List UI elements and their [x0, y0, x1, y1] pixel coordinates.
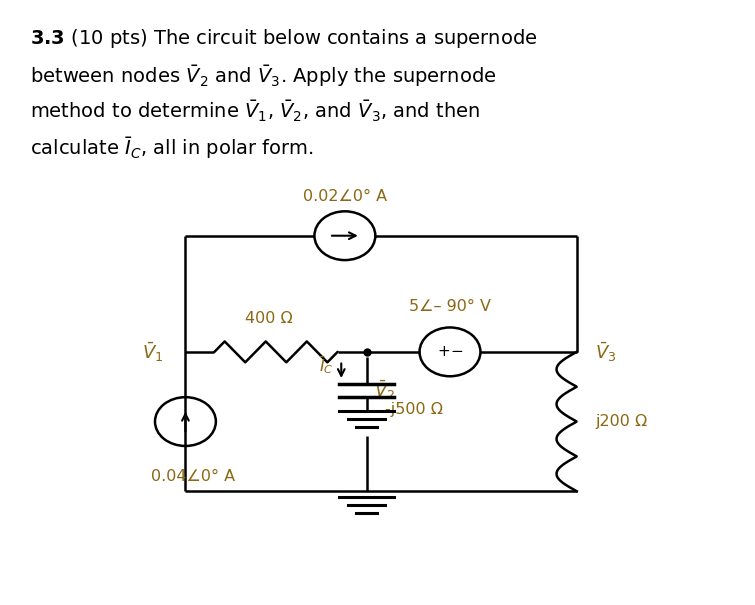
Text: $+\!-$: $+\!-$: [436, 344, 464, 359]
Text: -j500 Ω: -j500 Ω: [385, 402, 442, 417]
Text: $\bar{V}_1$: $\bar{V}_1$: [143, 340, 164, 364]
Text: 400 Ω: 400 Ω: [245, 311, 293, 325]
Text: $\bar{I}_C$: $\bar{I}_C$: [319, 354, 334, 376]
Text: 0.04∠0° A: 0.04∠0° A: [150, 469, 235, 484]
Text: method to determine $\bar{V}_1$, $\bar{V}_2$, and $\bar{V}_3$, and then: method to determine $\bar{V}_1$, $\bar{V…: [29, 99, 479, 124]
Text: between nodes $\bar{V}_2$ and $\bar{V}_3$. Apply the supernode: between nodes $\bar{V}_2$ and $\bar{V}_3…: [29, 63, 496, 88]
Text: 0.02∠0° A: 0.02∠0° A: [303, 189, 387, 204]
Text: calculate $\bar{I}_C$, all in polar form.: calculate $\bar{I}_C$, all in polar form…: [29, 135, 313, 160]
Text: $\mathbf{3.3}$ (10 pts) The circuit below contains a supernode: $\mathbf{3.3}$ (10 pts) The circuit belo…: [29, 27, 538, 50]
Text: $\bar{V}_2$: $\bar{V}_2$: [374, 378, 395, 402]
Text: 5∠– 90° V: 5∠– 90° V: [409, 299, 491, 314]
Text: j200 Ω: j200 Ω: [595, 414, 647, 429]
Text: $\bar{V}_3$: $\bar{V}_3$: [595, 340, 616, 364]
